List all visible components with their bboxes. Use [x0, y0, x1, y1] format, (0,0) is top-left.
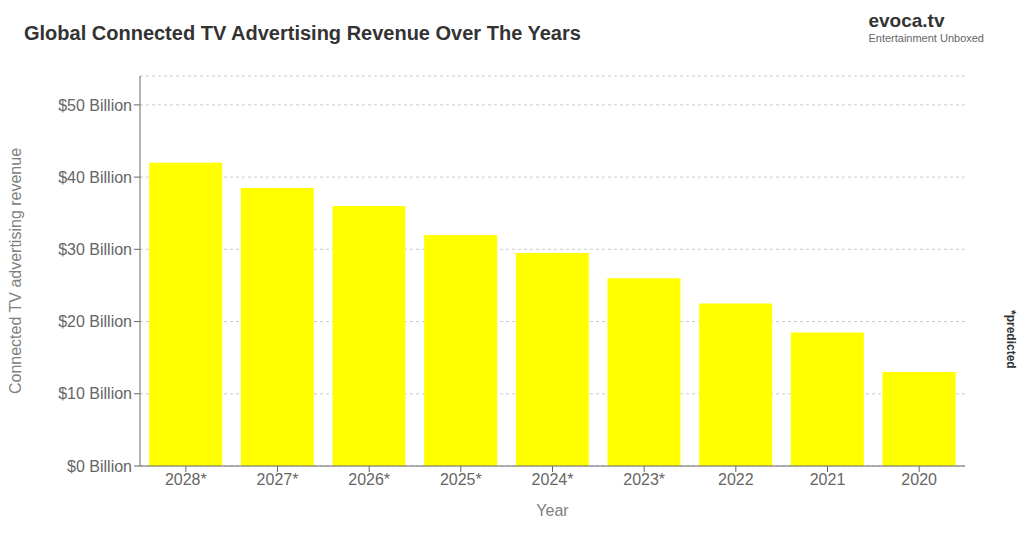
svg-text:2026*: 2026*: [348, 471, 390, 488]
svg-text:2020: 2020: [901, 471, 937, 488]
html-text:evoca.tv: evoca.tv: [868, 10, 945, 31]
svg-text:Year: Year: [536, 502, 569, 519]
svg-text:2024*: 2024*: [532, 471, 574, 488]
svg-text:$10 Billion: $10 Billion: [58, 385, 132, 402]
html-text:Entertainment Unboxed: Entertainment Unboxed: [868, 32, 984, 44]
svg-text:2028*: 2028*: [165, 471, 207, 488]
svg-text:2027*: 2027*: [257, 471, 299, 488]
svg-text:2021: 2021: [810, 471, 846, 488]
html-text:*predicted: *predicted: [1004, 310, 1018, 369]
svg-text:2022: 2022: [718, 471, 754, 488]
svg-text:2023*: 2023*: [623, 471, 665, 488]
svg-text:$20 Billion: $20 Billion: [58, 313, 132, 330]
svg-text:$50 Billion: $50 Billion: [58, 97, 132, 114]
html-text:Global Connected TV Advertisin: Global Connected TV Advertising Revenue …: [24, 22, 581, 44]
svg-text:$30 Billion: $30 Billion: [58, 241, 132, 258]
svg-text:2025*: 2025*: [440, 471, 482, 488]
svg-text:$0 Billion: $0 Billion: [67, 458, 132, 475]
svg-text:Connected TV advertising reven: Connected TV advertising revenue: [8, 148, 24, 394]
svg-text:$40 Billion: $40 Billion: [58, 169, 132, 186]
